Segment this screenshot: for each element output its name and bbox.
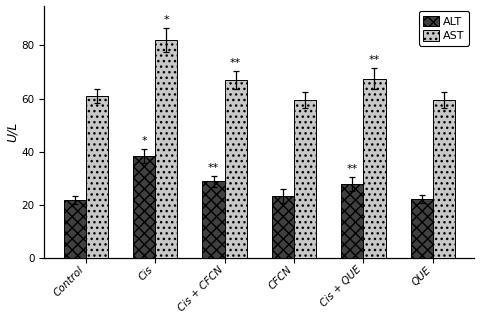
Bar bbox=[203, 181, 225, 258]
Bar bbox=[432, 100, 455, 258]
Bar bbox=[294, 100, 316, 258]
Y-axis label: U/L: U/L bbox=[6, 122, 19, 142]
Bar bbox=[341, 184, 363, 258]
Bar bbox=[156, 40, 178, 258]
Bar bbox=[272, 196, 294, 258]
Text: *: * bbox=[142, 136, 147, 146]
Bar bbox=[363, 79, 385, 258]
Text: *: * bbox=[164, 15, 169, 25]
Bar bbox=[133, 156, 156, 258]
Bar bbox=[225, 80, 247, 258]
Bar bbox=[86, 96, 108, 258]
Text: **: ** bbox=[230, 57, 241, 68]
Legend: ALT, AST: ALT, AST bbox=[419, 11, 469, 46]
Text: **: ** bbox=[369, 55, 380, 65]
Text: **: ** bbox=[347, 164, 358, 174]
Bar bbox=[410, 198, 432, 258]
Bar bbox=[64, 200, 86, 258]
Text: **: ** bbox=[208, 163, 219, 173]
